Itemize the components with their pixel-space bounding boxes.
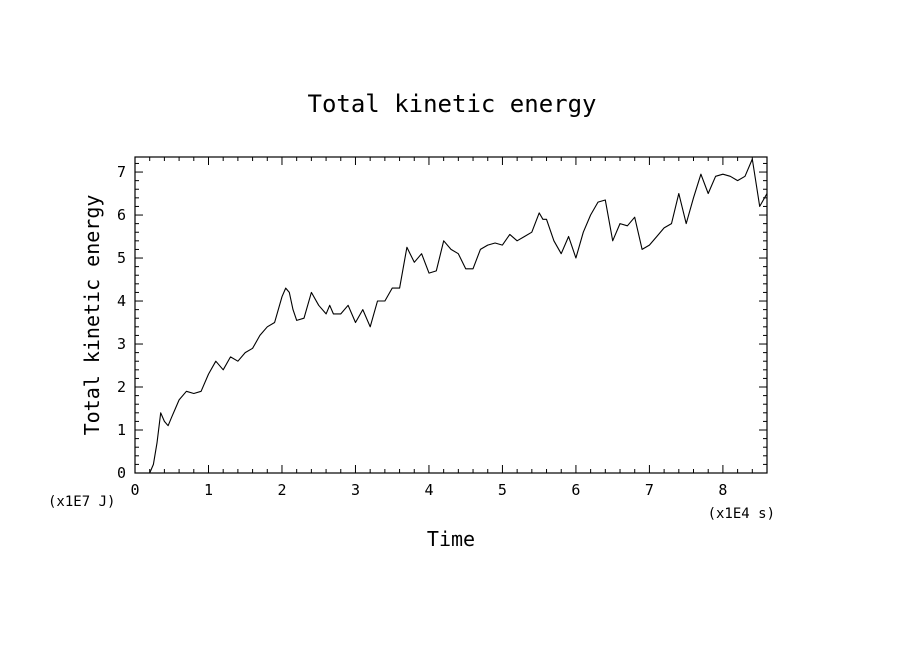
x-tick-label: 5 [498, 481, 507, 499]
axis-ticks [134, 157, 767, 474]
x-axis-label: Time [427, 527, 475, 551]
y-unit-label: (x1E7 J) [48, 494, 115, 510]
x-tick-label: 6 [571, 481, 580, 499]
y-axis-label: Total kinetic energy [80, 195, 104, 436]
y-tick-label: 4 [117, 292, 126, 310]
y-tick-label: 1 [117, 421, 126, 439]
series-line [149, 158, 768, 474]
plot-frame [134, 156, 768, 474]
x-unit-label: (x1E4 s) [708, 506, 775, 522]
y-tick-label: 5 [117, 249, 126, 267]
y-tick-label: 2 [117, 378, 126, 396]
y-tick-label: 0 [117, 464, 126, 482]
chart-title: Total kinetic energy [308, 90, 597, 118]
x-tick-label: 4 [424, 481, 433, 499]
x-tick-label: 0 [130, 481, 139, 499]
y-tick-label: 3 [117, 335, 126, 353]
x-tick-label: 2 [277, 481, 286, 499]
x-tick-label: 3 [351, 481, 360, 499]
y-tick-label: 6 [117, 206, 126, 224]
x-tick-label: 7 [645, 481, 654, 499]
x-tick-label: 1 [204, 481, 213, 499]
y-tick-label: 7 [117, 163, 126, 181]
x-tick-label: 8 [718, 481, 727, 499]
axis-tick-labels: 0 1 2 3 4 5 6 7 8 0 1 2 3 4 5 6 7 [117, 163, 727, 499]
